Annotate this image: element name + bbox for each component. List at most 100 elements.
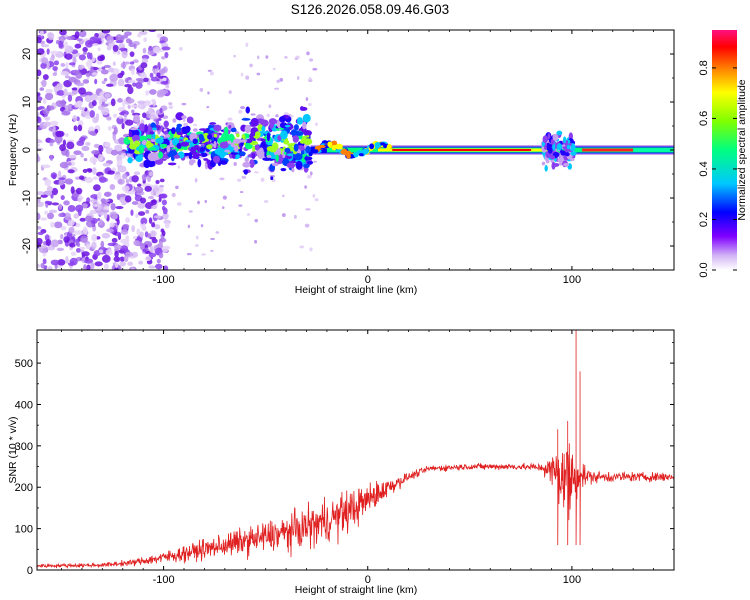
spectrogram-cell (65, 62, 69, 70)
spectrogram-cell (193, 153, 202, 157)
spectrogram-cell (101, 232, 111, 239)
spectrogram-cell (107, 126, 112, 131)
spectrogram-cell (52, 66, 58, 71)
spectrogram-cell (192, 128, 198, 132)
spectrogram-cell (275, 154, 279, 163)
spectrogram-cell (306, 51, 310, 56)
spectrogram-cell (204, 199, 208, 204)
spectrogram-cell (289, 115, 294, 118)
spectrogram-cell (67, 154, 77, 159)
spectrogram-cell (302, 113, 311, 123)
spectrogram-cell (37, 154, 40, 162)
spectrogram-cell (148, 114, 157, 120)
spectrogram-cell (159, 143, 168, 148)
spectrogram-cell (58, 213, 64, 218)
spectrogram-cell (212, 155, 221, 164)
snr-panel: -100 0 100 0 100 200 300 400 500 Height of stra… (7, 329, 675, 596)
x-tick-label: 100 (563, 274, 581, 286)
spectrogram-cell (209, 71, 214, 76)
spectrogram-cell (155, 180, 160, 184)
spectrogram-cell (284, 147, 291, 153)
spectrogram-cell (286, 153, 296, 157)
spectrogram-cell (287, 143, 297, 147)
spectrogram-cell (101, 66, 106, 70)
spectrogram-cell (91, 241, 97, 250)
snr-plot-area (37, 330, 674, 570)
spectrogram-cell (228, 90, 232, 94)
spectrogram-cell (100, 209, 110, 213)
spectrogram-cell (67, 204, 76, 213)
spectrogram-cell (260, 138, 266, 142)
spectrogram-cell (49, 120, 59, 126)
spectrogram-cell (115, 40, 124, 44)
spectrogram-cell (163, 120, 169, 128)
spectrogram-cell (544, 164, 548, 172)
spectrogram-cell (157, 117, 162, 121)
spectrogram-cell (156, 33, 163, 39)
spectrogram-cell (176, 143, 182, 149)
spectrogram-cell (41, 57, 49, 64)
spectrogram-cell (272, 67, 276, 70)
spectrogram-cell (52, 125, 56, 132)
spectrogram-cell (168, 102, 173, 106)
spectrogram-cell (125, 251, 134, 257)
spectrogram-cell (153, 186, 160, 192)
spectrogram-cell (277, 135, 282, 142)
snr-clip (37, 330, 674, 569)
spectrogram-cell (283, 112, 289, 116)
spectrogram-cell (133, 43, 137, 49)
spectrogram-cell (302, 121, 307, 130)
spectrogram-cell (138, 145, 145, 154)
spectrogram-cell (93, 143, 100, 149)
y-tick-label: 100 (15, 524, 33, 536)
spectrogram-cell (37, 92, 41, 97)
spectrogram-cell (136, 183, 142, 187)
spectrogram-cell (295, 131, 304, 136)
spectrogram-cell (101, 254, 111, 263)
spectrogram-cell (61, 99, 66, 108)
spectrogram-cell (286, 162, 296, 169)
spectrogram-cell (118, 115, 123, 119)
spectrogram-cell (284, 124, 291, 128)
spectrogram-cell (114, 267, 119, 270)
spectrogram-cell (308, 151, 313, 157)
spectrogram-cell (150, 230, 156, 238)
spectrogram-cell (292, 134, 299, 143)
spectrogram-cell (245, 106, 250, 114)
spectrogram-cell (160, 80, 169, 85)
spectrogram-cell (556, 143, 563, 151)
spectrogram-cell (246, 139, 253, 144)
spectrogram-cell (151, 238, 158, 244)
spectrogram-cell (101, 80, 106, 85)
spectrogram-cell (293, 143, 299, 152)
spectrogram-cell (100, 69, 109, 75)
spectrogram-cell (76, 140, 85, 146)
spectrogram-cell (114, 144, 123, 153)
spectrogram-cell (76, 242, 81, 247)
spectrogram-cell (124, 84, 132, 88)
spectrogram-cell (184, 125, 191, 133)
spectrogram-cell (66, 36, 75, 41)
spectrogram-cell (141, 173, 147, 181)
spectrogram-cell (117, 72, 124, 79)
spectrogram-cell (568, 132, 573, 141)
spectrogram-cell (151, 98, 156, 103)
spectrogram-cell (283, 139, 290, 145)
spectrogram-cell (213, 140, 217, 149)
spectrogram-cell (59, 234, 64, 240)
spectrogram-cell (238, 204, 243, 207)
spectrogram-cell (143, 101, 152, 107)
spectrogram-cell (161, 56, 166, 60)
spectrogram-cell (71, 87, 79, 91)
spectrogram-cell (113, 126, 118, 135)
spectrogram-cell (89, 130, 96, 136)
spectrogram-cell (238, 151, 246, 157)
spectrogram-cell (219, 177, 225, 181)
spectrogram-cell (116, 218, 120, 226)
spectrogram-cell (296, 117, 304, 125)
spectrogram-cell (37, 69, 42, 77)
spectrogram-cell (111, 214, 118, 220)
spectrogram-cell (42, 74, 49, 80)
spectrogram-cell (207, 133, 213, 140)
spectrogram-cell (161, 205, 166, 211)
